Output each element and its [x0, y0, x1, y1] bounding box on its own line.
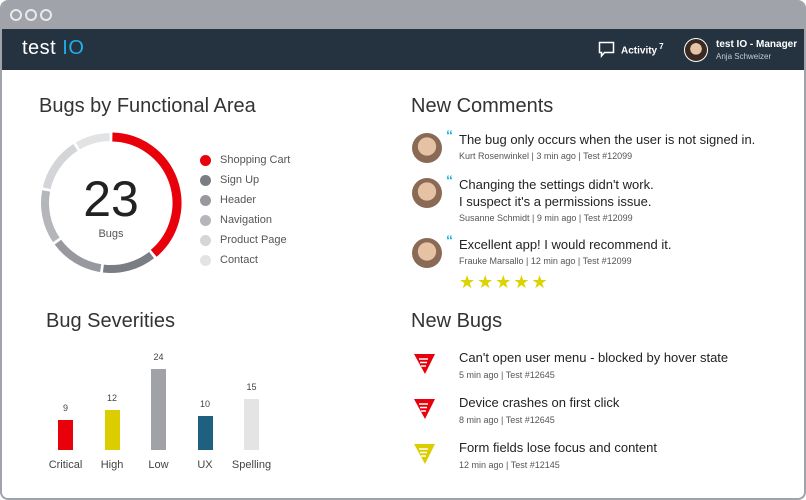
bar-value: 15	[246, 382, 257, 393]
severity-flag-icon	[414, 444, 435, 464]
bar-value: 9	[62, 402, 68, 413]
commenter-avatar	[412, 133, 442, 163]
bar-ux[interactable]	[197, 416, 213, 450]
legend-label: Sign Up	[220, 174, 260, 186]
functional-area-donut	[41, 132, 182, 273]
user-avatar[interactable]	[684, 38, 708, 62]
legend-label: Navigation	[220, 214, 272, 226]
legend-dot-icon	[200, 194, 211, 206]
window-minimize-button[interactable]	[25, 9, 37, 21]
total-bugs-count: 23	[83, 171, 139, 227]
comment-meta: Susanne Schmidt | 9 min ago | Test #1209…	[459, 213, 633, 223]
bar-label: Spelling	[231, 459, 272, 471]
bar-value: 24	[153, 352, 164, 362]
quote-icon: “	[446, 172, 453, 188]
comment-meta: Kurt Rosenwinkel | 3 min ago | Test #120…	[459, 151, 633, 161]
rating-stars: ★★★★★	[459, 272, 550, 292]
bug-meta: 5 min ago | Test #12645	[459, 370, 555, 380]
comments-title: New Comments	[411, 95, 554, 117]
bar-label: High	[100, 459, 124, 471]
donut-segment-sign-up[interactable]	[102, 251, 155, 273]
legend-dot-icon	[200, 234, 211, 246]
legend-dot-icon	[200, 254, 211, 266]
bug-meta: 12 min ago | Test #12145	[459, 460, 560, 470]
bar-label: Low	[148, 459, 169, 471]
user-name: Anja Schweizer	[716, 52, 772, 61]
comment-text: The bug only occurs when the user is not…	[459, 132, 756, 147]
functional-area-title: Bugs by Functional Area	[39, 95, 256, 117]
bar-label: UX	[197, 459, 213, 471]
legend-label: Product Page	[220, 234, 287, 246]
legend-dot-icon	[200, 214, 211, 226]
comment-text: I suspect it's a permissions issue.	[459, 194, 652, 209]
legend-dot-icon	[200, 174, 211, 186]
bugs-title: New Bugs	[411, 310, 503, 332]
quote-icon: “	[446, 127, 453, 143]
bug-title[interactable]: Form fields lose focus and content	[459, 440, 657, 455]
bar-critical[interactable]	[58, 419, 73, 450]
legend-item[interactable]: Shopping Cart	[200, 150, 290, 170]
donut-segment-contact[interactable]	[75, 133, 110, 150]
title-bar	[2, 0, 804, 29]
chat-bubble-icon	[598, 41, 615, 58]
legend-label: Shopping Cart	[220, 154, 291, 166]
legend-item[interactable]: Sign Up	[200, 170, 290, 190]
severity-flag-icon	[414, 399, 435, 419]
total-bugs-label: Bugs	[98, 228, 124, 240]
bug-meta: 8 min ago | Test #12645	[459, 415, 555, 425]
legend-dot-icon	[200, 154, 211, 166]
bar-low[interactable]	[151, 369, 166, 450]
legend-label: Contact	[220, 254, 258, 266]
window-maximize-button[interactable]	[40, 9, 52, 21]
legend-item[interactable]: Contact	[200, 250, 290, 270]
bug-title[interactable]: Can't open user menu - blocked by hover …	[459, 350, 729, 365]
bar-value: 10	[199, 399, 210, 410]
bar-high[interactable]	[104, 409, 120, 450]
donut-segment-shopping-cart[interactable]	[112, 132, 182, 257]
commenter-avatar	[412, 178, 442, 208]
bar-value: 12	[106, 392, 117, 403]
commenter-avatar	[412, 238, 442, 268]
donut-segment-product-page[interactable]	[42, 143, 78, 190]
legend-item[interactable]: Navigation	[200, 210, 290, 230]
window-close-button[interactable]	[10, 9, 22, 21]
legend-item[interactable]: Header	[200, 190, 290, 210]
activity-count: 7	[659, 42, 664, 52]
severity-flag-icon	[414, 354, 435, 374]
legend-item[interactable]: Product Page	[200, 230, 290, 250]
bar-label: Critical	[48, 459, 83, 471]
severities-title: Bug Severities	[46, 310, 175, 332]
donut-segment-navigation[interactable]	[41, 190, 60, 243]
functional-area-legend: Shopping Cart Sign Up Header Navigation Prod…	[200, 150, 290, 270]
top-nav: test IO Activity 7 test IO - Manager Anja…	[2, 29, 804, 70]
activity-button[interactable]: Activity 7	[598, 41, 664, 58]
activity-label: Activity	[621, 45, 658, 57]
comment-text: Excellent app! I would recommend it.	[459, 237, 672, 252]
user-role: test IO - Manager	[716, 39, 798, 50]
comment-meta: Frauke Marsallo | 12 min ago | Test #120…	[459, 256, 632, 266]
quote-icon: “	[446, 232, 453, 248]
logo[interactable]: test IO	[22, 37, 85, 59]
bar-spelling[interactable]	[244, 399, 259, 450]
legend-label: Header	[220, 194, 257, 206]
user-menu[interactable]: test IO - Manager Anja Schweizer	[716, 39, 797, 61]
bug-title[interactable]: Device crashes on first click	[459, 395, 620, 410]
donut-segment-header[interactable]	[54, 239, 102, 273]
comment-text: Changing the settings didn't work.	[459, 177, 654, 192]
